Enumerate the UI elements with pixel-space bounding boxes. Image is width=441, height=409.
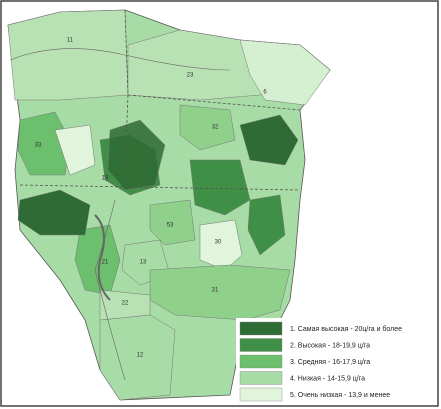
region bbox=[149, 264, 291, 321]
region bbox=[7, 9, 129, 101]
legend-swatch bbox=[239, 321, 283, 336]
region-label: 22 bbox=[122, 301, 129, 307]
region bbox=[179, 104, 236, 151]
region-label: 23 bbox=[187, 73, 194, 79]
legend-label: 2. Высокая - 18-19,9 ц/га bbox=[290, 342, 370, 349]
region-labels: 11 23 6 33 32 19 21 13 30 31 12 22 53 bbox=[35, 38, 268, 359]
river bbox=[94, 214, 111, 301]
region bbox=[239, 39, 331, 106]
region bbox=[17, 111, 71, 176]
legend-swatch bbox=[239, 387, 283, 402]
region bbox=[149, 199, 196, 246]
legend-label: 4. Низкая - 14-15,9 ц/га bbox=[290, 375, 365, 382]
region-label: 6 bbox=[263, 90, 267, 96]
region-label: 13 bbox=[140, 260, 147, 266]
region-label: 12 bbox=[137, 353, 144, 359]
region bbox=[107, 119, 166, 191]
region bbox=[189, 159, 251, 216]
region bbox=[99, 289, 151, 321]
region-label: 53 bbox=[167, 223, 174, 229]
border-line bbox=[19, 9, 301, 191]
region-label: 33 bbox=[35, 143, 42, 149]
region bbox=[54, 124, 96, 176]
legend-label: 3. Средняя - 16-17,9 ц/га bbox=[290, 359, 370, 366]
legend-swatch bbox=[239, 371, 283, 385]
region-label: 19 bbox=[102, 176, 109, 182]
region-label: 32 bbox=[212, 125, 219, 131]
region bbox=[239, 114, 299, 166]
legend-swatch bbox=[239, 354, 283, 369]
region bbox=[247, 194, 286, 256]
legend: 1. Самая высокая - 20ц/га и более 2. Высо… bbox=[236, 318, 432, 404]
legend-label: 5. Очень низкая - 13,9 и менее bbox=[290, 392, 390, 399]
region-label: 30 bbox=[215, 240, 222, 246]
legend-swatch bbox=[239, 338, 283, 352]
region bbox=[199, 219, 243, 271]
region-label: 21 bbox=[102, 260, 109, 266]
region-label: 31 bbox=[212, 288, 219, 294]
region-label: 11 bbox=[67, 38, 74, 44]
region bbox=[17, 189, 91, 236]
legend-label: 1. Самая высокая - 20ц/га и более bbox=[290, 325, 402, 333]
river bbox=[9, 48, 231, 381]
